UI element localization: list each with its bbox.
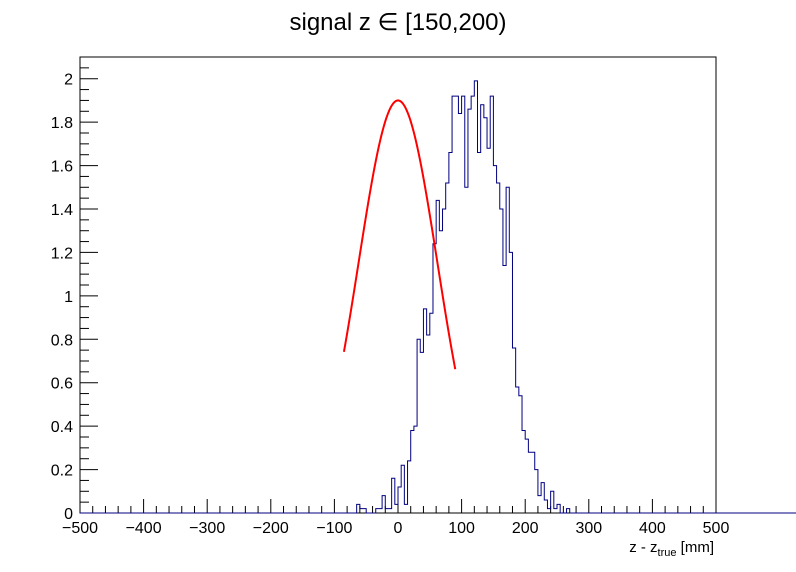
histogram-bin [484,118,487,513]
x-tick-label: −200 [253,520,289,537]
histogram-bin [471,96,474,513]
histogram-bin [455,96,458,513]
gaussian-fit-curve [342,99,457,370]
histogram-bin [404,504,407,513]
histogram-bin [503,265,506,513]
x-tick-label: 200 [512,520,539,537]
histogram-bin [528,452,531,513]
histogram-bin [430,313,433,513]
histogram-bin [481,105,484,513]
x-tick-label: −400 [126,520,162,537]
x-axis-title-main: z - z [629,539,657,556]
y-tick-label: 1.8 [51,115,73,132]
x-tick-label: 500 [703,520,730,537]
histogram-bin [388,509,391,513]
y-tick-label: 1.4 [51,202,73,219]
y-tick-label: 0.2 [51,463,73,480]
x-tick-label: 100 [448,520,475,537]
x-tick-label: 300 [575,520,602,537]
histogram-bin [446,183,449,513]
x-axis-title: z - ztrue [mm] [629,539,714,559]
histogram-bin [452,96,455,513]
y-tick-label: 0.6 [51,376,73,393]
histogram-bin [554,509,557,513]
x-tick-label: −500 [62,520,98,537]
histogram-bin [420,352,423,513]
histogram-bin [427,335,430,513]
histogram-bin [443,209,446,513]
x-tick-label: 400 [639,520,666,537]
chart-title: signal z ∈ [150,200) [289,9,506,36]
y-tick-label: 1.2 [51,245,73,262]
histogram-bin [493,166,496,513]
histogram-bars [357,81,570,513]
y-axis: 0 0.2 0.4 0.6 0.8 1 1.2 1.4 1.6 1.8 2 [51,67,98,523]
histogram-bin [516,387,519,513]
x-axis-title-sub: true [658,547,677,559]
y-tick-label: 0.4 [51,419,73,436]
x-tick-label: −300 [189,520,225,537]
x-axis-title-unit: [mm] [677,539,715,556]
y-tick-label: 0 [64,506,73,523]
x-axis: −500 −400 −300 −200 −100 0 100 200 300 400 500 [62,499,729,537]
histogram-bin [458,113,461,513]
histogram-bin [436,200,439,513]
x-tick-label: 0 [394,520,403,537]
histogram-outline [80,80,796,514]
histogram-bin [497,183,500,513]
histogram-bin [487,148,490,513]
histogram-bin [465,187,468,513]
y-tick-label: 2 [64,72,73,89]
y-tick-label: 0.8 [51,332,73,349]
y-tick-label: 1 [64,289,73,306]
x-tick-label: −100 [316,520,352,537]
histogram-bin [379,509,382,513]
histogram-bin [478,153,481,513]
plot-frame [79,56,717,514]
y-tick-label: 1.6 [51,159,73,176]
histogram-bin [414,426,417,513]
